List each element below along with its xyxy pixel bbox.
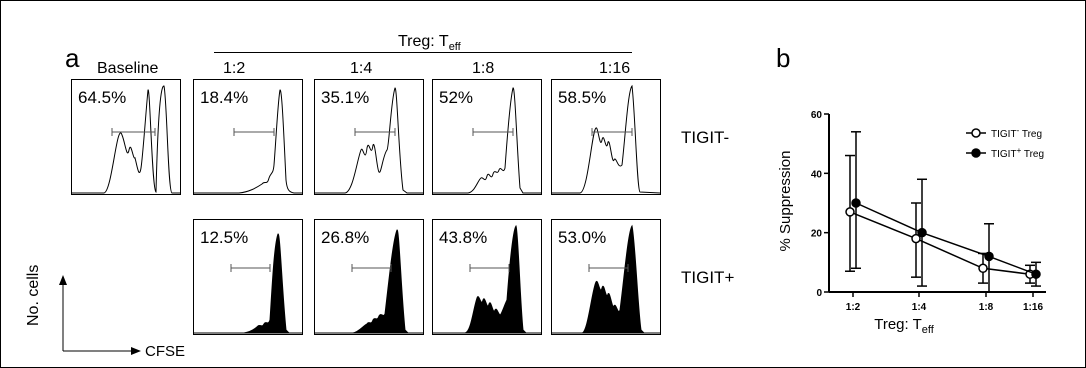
legend-marker xyxy=(971,128,981,138)
panel-b-letter: b xyxy=(776,43,791,73)
row-label-tigit-pos: TIGIT+ xyxy=(681,268,735,287)
col-label-baseline: Baseline xyxy=(97,60,159,77)
pct-tigit-neg-baseline: 64.5% xyxy=(78,88,127,107)
suppression-chart: 0 20 40 60 1:2 1:4 1:8 1:16 % Suppression Treg:… xyxy=(777,110,1046,336)
pct-tigit-neg-1-2: 18.4% xyxy=(200,88,249,107)
pct-tigit-neg-1-16: 58.5% xyxy=(558,88,607,107)
x-tick-label: 1:2 xyxy=(846,302,861,313)
histogram-tigit-neg-1-16: 58.5% xyxy=(551,79,661,195)
y-tick-label: 60 xyxy=(811,110,823,121)
histogram-tigit-neg-baseline: 64.5% xyxy=(71,79,181,195)
histogram-tigit-pos-1-2: 12.5% xyxy=(193,219,303,335)
legend-marker xyxy=(971,148,981,158)
data-point xyxy=(911,233,921,244)
y-tick-label: 40 xyxy=(811,169,823,180)
data-point xyxy=(845,207,855,217)
data-point xyxy=(978,263,988,274)
pct-tigit-neg-1-8: 52% xyxy=(439,88,474,107)
cfse-axis-arrows xyxy=(59,275,141,355)
legend-entry: TIGIT+ Treg xyxy=(991,146,1044,160)
pct-tigit-pos-1-16: 53.0% xyxy=(558,228,607,247)
histogram-tigit-neg-1-8: 52% xyxy=(432,79,542,195)
histogram-tigit-pos-1-8: 43.8% xyxy=(432,219,542,335)
pct-tigit-pos-1-2: 12.5% xyxy=(200,228,249,247)
x-tick-label: 1:16 xyxy=(1023,302,1043,313)
pct-tigit-pos-1-8: 43.8% xyxy=(439,228,488,247)
y-tick-label: 20 xyxy=(811,229,823,240)
treg-header-line xyxy=(214,52,632,53)
panel-a-letter: a xyxy=(65,43,80,73)
row-label-tigit-neg: TIGIT- xyxy=(681,128,730,147)
histogram-tigit-neg-1-2: 18.4% xyxy=(193,79,303,195)
data-point xyxy=(984,251,994,262)
col-label-1-16: 1:16 xyxy=(599,60,631,77)
x-tick-label: 1:4 xyxy=(912,302,927,313)
y-axis-label-no-cells: No. cells xyxy=(25,264,42,326)
col-label-1-8: 1:8 xyxy=(472,60,495,77)
y-tick-label: 0 xyxy=(816,288,822,299)
col-label-1-4: 1:4 xyxy=(350,60,373,77)
histogram-tigit-pos-1-16: 53.0% xyxy=(551,219,661,335)
legend-entry: TIGIT- Treg xyxy=(991,126,1042,140)
x-tick-label: 1:8 xyxy=(979,302,994,313)
treg-teff-header: Treg: Teff xyxy=(398,33,461,54)
histogram-tigit-neg-1-4: 35.1% xyxy=(314,79,424,195)
histogram-tigit-pos-1-4: 26.8% xyxy=(314,219,424,335)
x-axis-label: Treg: Teff xyxy=(874,316,934,336)
data-point xyxy=(851,198,861,208)
y-axis-label: % Suppression xyxy=(777,151,794,252)
x-axis-label-cfse: CFSE xyxy=(145,343,186,360)
data-point xyxy=(1031,269,1041,279)
pct-tigit-pos-1-4: 26.8% xyxy=(321,228,370,247)
data-point xyxy=(917,227,927,238)
series-line xyxy=(855,202,1037,275)
series-line xyxy=(849,211,1031,275)
pct-tigit-neg-1-4: 35.1% xyxy=(321,88,370,107)
col-label-1-2: 1:2 xyxy=(223,60,246,77)
